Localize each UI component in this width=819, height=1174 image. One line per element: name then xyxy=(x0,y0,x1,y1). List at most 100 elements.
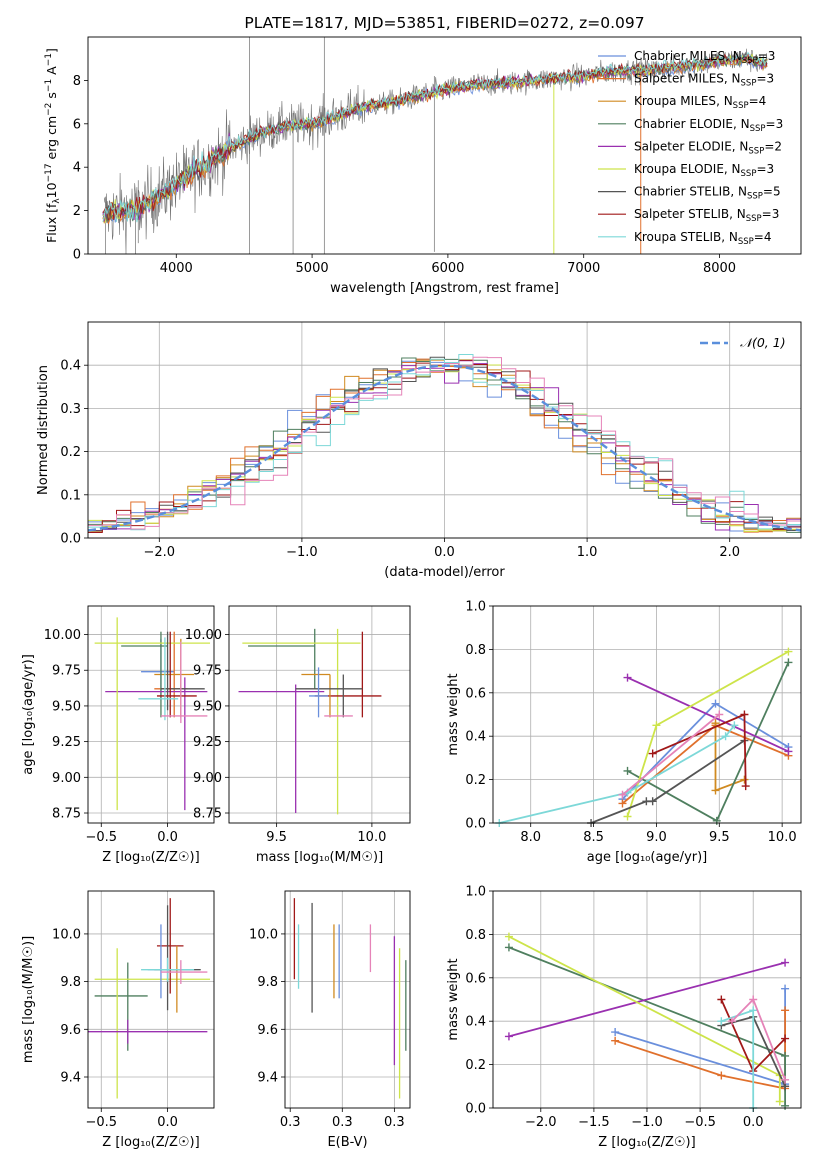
y-tick-label: 8 xyxy=(73,74,81,89)
legend-ssp-subscript: SSP xyxy=(748,146,764,156)
weight-series-pink xyxy=(727,995,790,1084)
legend-nssp-value: 5 xyxy=(773,185,781,199)
y-tick-label: 9.25 xyxy=(193,735,222,750)
x-tick-label: 0.0 xyxy=(157,830,178,845)
errorbar-point-chabrier-elodie xyxy=(248,628,316,689)
plus-marker xyxy=(784,647,793,656)
x-tick-label: 10.0 xyxy=(768,830,797,845)
legend-entry: Kroupa MILES, NSSP=4 xyxy=(634,94,766,111)
plus-marker xyxy=(727,1017,736,1026)
x-tick-label: 9.5 xyxy=(709,830,730,845)
x-tick-label: −1.0 xyxy=(631,1115,663,1130)
legend-eq: = xyxy=(756,162,766,176)
y-tick-label: 2 xyxy=(73,204,81,219)
errorbar-point-kroupa-stelib xyxy=(138,637,179,721)
age-mass-grid xyxy=(229,606,410,823)
y-tick-label: 4 xyxy=(73,161,81,176)
legend-nssp-value: 3 xyxy=(767,162,775,176)
legend-eq: = xyxy=(764,139,774,153)
legend-ssp-subscript: SSP xyxy=(733,101,749,111)
y-tick-label: 9.6 xyxy=(257,1023,278,1038)
x-tick-label: 1.0 xyxy=(577,545,598,560)
plus-marker xyxy=(504,932,513,941)
legend-series-name: Chabrier ELODIE xyxy=(634,117,733,131)
y-tick-label: 9.00 xyxy=(52,771,81,786)
plus-marker xyxy=(611,1028,620,1037)
errorbar-point-salpeter-stelib xyxy=(156,631,197,718)
x-axis-label: Z [log₁₀(Z/Z☉)] xyxy=(102,1135,199,1150)
legend-series-name: Kroupa ELODIE xyxy=(634,162,724,176)
y-tick-label: 9.25 xyxy=(52,735,81,750)
errorbar-point-salpeter-elodie xyxy=(105,677,208,811)
legend-entry: Kroupa STELIB, NSSP=4 xyxy=(634,230,772,247)
y-tick-label: 9.8 xyxy=(257,975,278,990)
y-tick-label: 8.75 xyxy=(52,807,81,822)
errorbar-point-kroupa-elodie xyxy=(242,628,361,815)
mass-metallicity-panel: −0.5 0.0 9.4 9.6 9.8 10.0 Z [log₁₀(Z/Z☉)] mass … xyxy=(21,890,215,1150)
plus-marker xyxy=(648,797,657,806)
x-tick-label: −0.5 xyxy=(85,1115,117,1130)
legend-entry: Salpeter MILES, NSSP=3 xyxy=(634,72,774,89)
x-tick-label: 8.5 xyxy=(583,830,604,845)
legend-n-label: , N xyxy=(729,207,746,221)
legend-eq: = xyxy=(754,230,764,244)
weight-metallicity-panel: −2.0 −1.5 −1.0 −0.5 0.0 0.0 0.2 0.4 0.6 0.8 1.0 Z [… xyxy=(446,885,802,1150)
legend-n-label: , N xyxy=(733,117,750,131)
x-axis-label: mass [log₁₀(M/M☉)] xyxy=(256,850,383,865)
errorbar-point-pink xyxy=(160,960,208,984)
plus-marker xyxy=(504,1032,513,1041)
plus-marker xyxy=(784,658,793,667)
y-label-part: erg cm xyxy=(44,116,59,164)
axes-frame xyxy=(87,36,802,255)
plus-marker xyxy=(623,812,632,821)
chart-title: PLATE=1817, MJD=53851, FIBERID=0272, z=0… xyxy=(244,14,644,32)
y-tick-label: 0.6 xyxy=(465,686,486,701)
x-tick-label: −1.0 xyxy=(286,545,318,560)
axes-frame xyxy=(87,890,215,1109)
y-label-part: −17 xyxy=(44,163,54,182)
mass-metallicity-axes: −0.5 0.0 9.4 9.6 9.8 10.0 Z [log₁₀(Z/Z☉)] mass … xyxy=(21,890,215,1150)
x-tick-label: 0.0 xyxy=(434,545,455,560)
errorbar-point-salpeter-elodie xyxy=(238,684,325,814)
histogram-kroupa-stelib xyxy=(88,354,801,531)
y-axis-label: age [log₁₀(age/yr)] xyxy=(21,654,36,775)
y-axis-label: Flux [fλ10−17 erg cm−2 s−1 A−1] xyxy=(44,48,62,243)
x-tick-label: 8.0 xyxy=(520,830,541,845)
legend-entry: 𝒩(0, 1) xyxy=(740,335,786,350)
spectrum-axes: 4000 5000 6000 7000 8000 0 2 4 6 8 wavelength [Ang… xyxy=(44,14,802,296)
y-tick-label: 0.4 xyxy=(465,730,486,745)
x-tick-label: 0.0 xyxy=(157,1115,178,1130)
y-tick-label: 0.3 xyxy=(60,402,81,417)
x-axis-label: age [log₁₀(age/yr)] xyxy=(587,850,708,865)
errorbar-point-kroupa-elodie xyxy=(94,948,211,1099)
errorbar-point-kroupa-elodie xyxy=(94,617,211,811)
y-tick-label: 9.75 xyxy=(193,664,222,679)
plus-marker xyxy=(740,775,749,784)
mass-ebv-plot-area xyxy=(293,898,407,1099)
x-tick-label: 0.3 xyxy=(384,1115,405,1130)
x-tick-label: −2.0 xyxy=(525,1115,557,1130)
y-tick-label: 0.6 xyxy=(465,971,486,986)
y-tick-label: 10.0 xyxy=(249,927,278,942)
axes-frame xyxy=(87,321,802,539)
legend-series-name: Salpeter STELIB xyxy=(634,207,729,221)
errorbar-point-chabrier-elodie xyxy=(121,631,168,718)
errorbar-point-chabrier-miles xyxy=(309,667,329,718)
weight-line xyxy=(621,713,720,796)
x-axis-label: (data-model)/error xyxy=(384,565,505,580)
y-tick-label: 9.75 xyxy=(52,664,81,679)
mass-metallicity-plot-area xyxy=(88,898,211,1099)
weight-age-panel: 8.0 8.5 9.0 9.5 10.0 0.0 0.2 0.4 0.6 0.8 1.0 age [l… xyxy=(446,600,802,865)
errorbar-point-chabrier-stelib xyxy=(160,631,205,711)
y-tick-label: 9.4 xyxy=(257,1071,278,1086)
plus-marker xyxy=(717,1017,726,1026)
weight-series-pink xyxy=(618,710,724,799)
y-tick-label: 6 xyxy=(73,117,81,132)
plus-marker xyxy=(781,958,790,967)
age-mass-axes: 9.5 10.0 8.75 9.00 9.25 9.50 9.75 10.00 mass [lo… xyxy=(185,605,411,865)
legend-eq: = xyxy=(762,207,772,221)
legend-entry: Chabrier ELODIE, NSSP=3 xyxy=(634,117,783,134)
x-tick-label: 8000 xyxy=(703,261,736,276)
weight-metallicity-axes: −2.0 −1.5 −1.0 −0.5 0.0 0.0 0.2 0.4 0.6 0.8 1.0 Z [… xyxy=(446,885,802,1150)
age-metallicity-grid xyxy=(88,606,214,823)
